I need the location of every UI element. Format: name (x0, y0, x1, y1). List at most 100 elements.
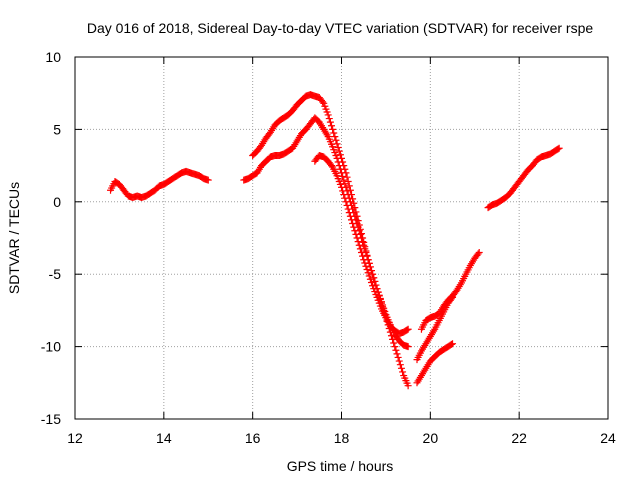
data-point-marker (347, 216, 355, 224)
data-point-marker (370, 274, 378, 282)
data-point-marker (390, 339, 398, 347)
data-point-marker (340, 162, 348, 170)
data-point-marker (360, 238, 368, 246)
data-point-marker (335, 147, 343, 155)
data-point-marker (404, 325, 412, 333)
data-point-marker (397, 364, 405, 372)
data-point-marker (371, 277, 379, 285)
y-tick-label: -5 (49, 266, 62, 282)
data-point-marker (359, 252, 367, 260)
data-point-marker (343, 201, 351, 209)
y-tick-label: -10 (41, 339, 61, 355)
data-point-marker (345, 209, 353, 217)
data-point-marker (338, 183, 345, 191)
data-point-marker (555, 144, 563, 152)
data-point-marker (367, 279, 375, 287)
data-point-marker (554, 145, 562, 153)
data-point-marker (357, 248, 365, 256)
data-point-marker (332, 136, 340, 144)
data-point-marker (393, 350, 401, 358)
data-point-marker (404, 343, 412, 351)
data-point-marker (475, 248, 483, 256)
y-tick-label: 0 (53, 194, 61, 210)
data-point-marker (372, 281, 380, 289)
data-point-marker (338, 154, 345, 162)
data-point-marker (326, 118, 334, 126)
x-axis-label: GPS time / hours (287, 458, 394, 474)
data-point-marker (341, 165, 349, 173)
data-point-marker (392, 346, 400, 354)
data-point-marker (329, 125, 337, 133)
data-point-marker (344, 178, 352, 186)
data-point-marker (449, 340, 457, 348)
data-point-marker (364, 269, 372, 277)
data-point-marker (339, 172, 347, 180)
data-point-marker (345, 182, 353, 190)
data-point-marker (339, 187, 347, 195)
data-point-marker (399, 368, 407, 376)
x-tick-label: 18 (334, 430, 350, 446)
chart-title: Day 016 of 2018, Sidereal Day-to-day VTE… (87, 20, 593, 36)
y-tick-label: -15 (41, 411, 61, 427)
data-point-marker (404, 382, 412, 390)
data-point-marker (333, 140, 341, 148)
data-point-marker (361, 243, 369, 251)
data-point-marker (339, 158, 347, 166)
data-point-marker (360, 256, 368, 264)
data-point-marker (343, 173, 351, 181)
x-tick-label: 22 (511, 430, 527, 446)
x-tick-label: 16 (245, 430, 261, 446)
x-tick-label: 24 (600, 430, 616, 446)
data-point-marker (328, 122, 336, 130)
data-point-marker (355, 241, 363, 249)
data-point-marker (361, 259, 369, 267)
data-point-marker (319, 98, 327, 106)
data-point-marker (351, 204, 359, 212)
data-point-marker (394, 353, 402, 361)
data-point-marker (346, 212, 354, 220)
data-point-marker (350, 223, 358, 231)
data-point-marker (349, 195, 357, 203)
data-point-marker (341, 194, 349, 202)
data-point-marker (474, 250, 482, 258)
data-point-marker (363, 251, 371, 259)
data-point-marker (328, 162, 336, 170)
data-point-marker (342, 198, 350, 206)
data-point-marker (363, 265, 371, 273)
data-point-marker (330, 129, 338, 137)
x-tick-label: 14 (156, 430, 172, 446)
y-tick-label: 10 (45, 49, 61, 65)
axis-ticks: 12 14 16 18 20 22 24 10 5 0 -5 -10 -15 (41, 49, 616, 446)
data-point-marker (340, 191, 348, 199)
y-tick-label: 5 (53, 121, 61, 137)
grid-lines (75, 57, 608, 419)
data-point-marker (324, 111, 332, 119)
data-point-marker (396, 361, 404, 369)
data-point-marker (354, 238, 362, 246)
data-point-marker (356, 225, 364, 233)
data-point-marker (331, 133, 339, 141)
data-point-marker (366, 275, 374, 283)
data-point-marker (349, 220, 357, 228)
data-point-marker (334, 144, 342, 151)
data-point-marker (342, 169, 350, 177)
data-point-marker (352, 230, 360, 238)
data-point-marker (355, 221, 363, 229)
data-point-marker (362, 262, 370, 270)
data-point-marker (336, 151, 344, 159)
data-point-marker (354, 217, 362, 225)
data-series (107, 91, 563, 390)
data-point-marker (346, 186, 354, 194)
data-point-marker (351, 227, 359, 235)
data-point-marker (350, 199, 358, 207)
data-point-marker (356, 245, 364, 253)
data-point-marker (347, 191, 355, 199)
data-point-marker (357, 230, 365, 238)
data-point-marker (325, 115, 333, 123)
data-point-marker (395, 357, 403, 365)
data-point-marker (447, 340, 455, 348)
data-point-marker (352, 208, 360, 216)
x-tick-label: 12 (67, 430, 83, 446)
data-point-marker (391, 343, 399, 351)
